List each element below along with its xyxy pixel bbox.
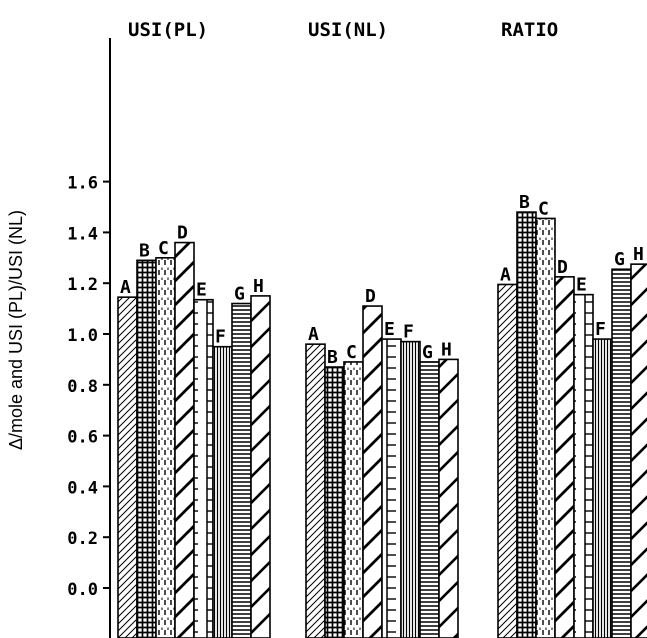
- bar-label: G: [422, 342, 433, 363]
- y-tick-label: 1.0: [67, 326, 98, 346]
- group-title-usi-pl: USI(PL): [128, 19, 208, 41]
- bar-label: H: [633, 244, 644, 265]
- bar-0-d: [174, 241, 195, 638]
- y-tick-label: 1.6: [67, 174, 98, 194]
- bar-label: E: [196, 280, 207, 301]
- bar-1-a: [305, 343, 326, 638]
- bar-2-d: [554, 276, 575, 638]
- y-tick-label: 0.2: [67, 529, 98, 549]
- y-axis-ticks: 0.0 0.2 0.4 0.6 0.8 1.0 1.2 1.4 1.6: [67, 174, 111, 600]
- bar-1-e: [381, 338, 402, 638]
- bar-label: C: [158, 238, 169, 259]
- bar-label: B: [139, 240, 150, 261]
- bar-2-e: [573, 293, 594, 638]
- y-tick-label: 1.4: [67, 224, 98, 244]
- y-tick-label: 0.4: [67, 478, 98, 498]
- bar-1-c: [343, 361, 364, 638]
- bar-label: G: [614, 249, 625, 270]
- bar-1-d: [362, 305, 383, 638]
- bar-label: F: [595, 319, 606, 340]
- bar-label: C: [538, 198, 549, 219]
- bar-0-c: [155, 256, 176, 638]
- y-tick-label: 0.8: [67, 377, 98, 397]
- bar-label: F: [403, 322, 414, 343]
- bar-1-g: [419, 361, 440, 638]
- bar-1-f: [400, 340, 421, 638]
- bar-0-f: [212, 345, 233, 638]
- bar-2-c: [535, 217, 556, 638]
- group-title-ratio: RATIO: [501, 19, 558, 41]
- bar-0-h: [250, 295, 271, 638]
- bar-label: D: [557, 257, 568, 278]
- bar-label: H: [253, 276, 264, 297]
- bar-label: E: [576, 275, 587, 296]
- bar-label: A: [308, 324, 319, 345]
- bar-1-h: [438, 358, 459, 638]
- bar-label: A: [500, 264, 511, 285]
- y-tick-label: 1.2: [67, 275, 98, 295]
- bar-0-a: [117, 296, 138, 638]
- group-title-usi-nl: USI(NL): [308, 19, 388, 41]
- y-tick-label: 0.6: [67, 428, 98, 448]
- y-axis-label: Δ/mole and USI (PL)/USI (NL): [6, 210, 26, 450]
- bar-label: E: [384, 319, 395, 340]
- bar-label: C: [346, 342, 357, 363]
- bar-label: G: [234, 284, 245, 305]
- bar-label: H: [441, 339, 452, 360]
- bar-label: F: [215, 327, 226, 348]
- bar-label: B: [519, 192, 530, 213]
- bar-2-a: [497, 283, 518, 638]
- bar-1-b: [324, 366, 345, 638]
- bar-label: A: [120, 277, 131, 298]
- bar-label: D: [365, 286, 376, 307]
- bar-2-f: [592, 338, 613, 638]
- bar-label: D: [177, 223, 188, 244]
- bar-2-b: [516, 211, 537, 638]
- bar-0-g: [231, 302, 252, 638]
- bar-2-g: [611, 268, 632, 638]
- y-tick-label: 0.0: [67, 580, 98, 600]
- bar-2-h: [630, 263, 647, 638]
- bar-0-e: [193, 298, 214, 638]
- bar-0-b: [136, 259, 157, 638]
- bar-label: B: [327, 347, 338, 368]
